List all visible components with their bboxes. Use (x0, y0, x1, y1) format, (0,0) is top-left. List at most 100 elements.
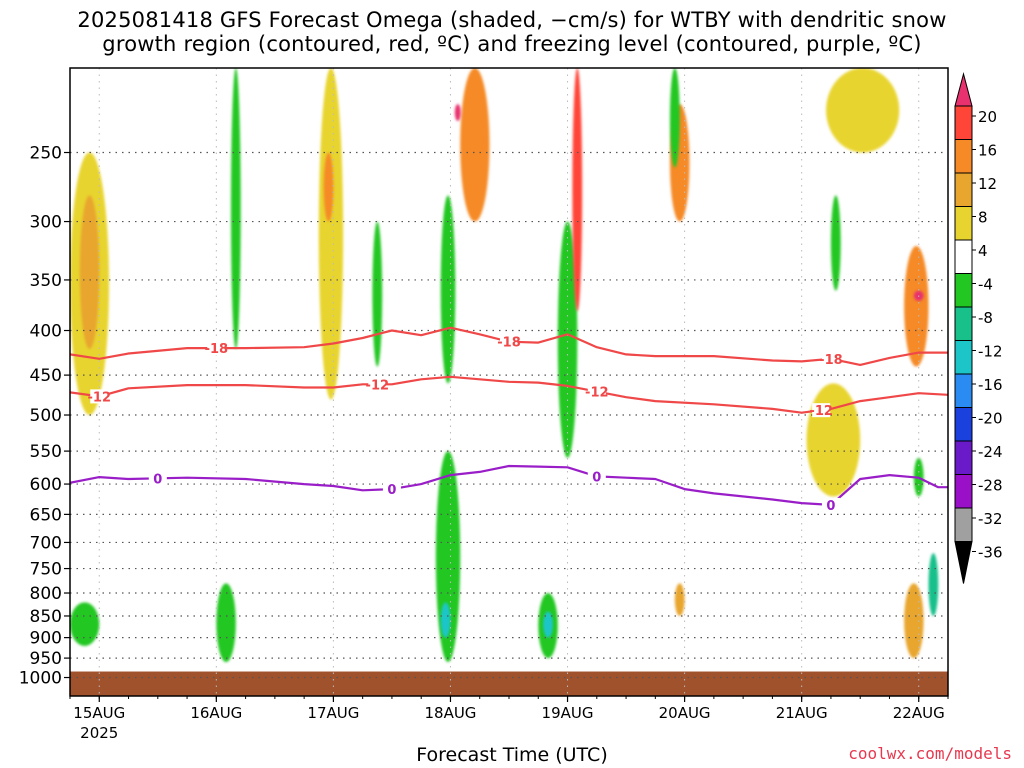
colorbar-label: -32 (978, 510, 1003, 528)
colorbar-label: -4 (978, 276, 993, 294)
y-tick-label: 450 (30, 366, 62, 386)
contour-label-bg (500, 334, 518, 349)
x-tick-sublabel: 2025 (80, 724, 118, 742)
colorbar-swatch (954, 206, 973, 241)
omega-cell-descent (372, 221, 383, 367)
y-tick-label: 800 (30, 584, 62, 604)
x-tick-label: 20AUG (659, 704, 711, 722)
contours: -18 -18 -18 -12 -12 -12 -12 0 0 0 0 (70, 326, 948, 514)
omega-cell-ascent (674, 583, 685, 616)
contour-label-bg (148, 471, 167, 486)
x-axis-title: Forecast Time (UTC) (416, 744, 608, 766)
colorbar-swatch (954, 306, 973, 341)
chart-title-line2: growth region (contoured, red, ºC) and f… (102, 32, 922, 56)
omega-cell-descent (230, 68, 241, 349)
colorbar-label: -20 (978, 410, 1003, 428)
y-tick-label: 350 (30, 271, 62, 291)
colorbar-label: 4 (978, 242, 988, 260)
colorbar-label: -28 (978, 477, 1003, 495)
contour-label: 0 (153, 472, 162, 487)
omega-cell-descent (70, 602, 100, 646)
y-tick-label: 950 (30, 649, 62, 669)
omega-cell-ascent (454, 104, 461, 121)
contour-label-bg (821, 497, 840, 512)
contour-label: 0 (387, 483, 396, 498)
x-tick-label: 18AUG (424, 704, 476, 722)
contour-label-bg (821, 351, 840, 366)
colorbar-swatch (954, 440, 973, 475)
y-tick-label: 700 (30, 533, 62, 553)
contour-label-bg (368, 377, 387, 392)
omega-cell-ascent (904, 245, 929, 367)
y-tick-label: 850 (30, 607, 62, 627)
y-tick-label: 550 (30, 442, 62, 462)
x-tick-label: 22AUG (893, 704, 945, 722)
omega-cell-descent (543, 611, 553, 638)
contour-label-bg (90, 389, 109, 404)
contour-label: -18 (819, 353, 843, 368)
y-tick-label: 900 (30, 629, 62, 649)
chart-title-line1: 2025081418 GFS Forecast Omega (shaded, −… (77, 8, 947, 32)
colorbar-label: -16 (978, 376, 1003, 394)
x-tick-label: 21AUG (776, 704, 828, 722)
colorbar-swatch (954, 239, 973, 274)
y-tick-label: 500 (30, 406, 62, 426)
colorbar-swatch (954, 139, 973, 174)
x-tick-label: 19AUG (542, 704, 594, 722)
omega-cell-descent (669, 68, 680, 168)
omega-shading (70, 68, 939, 663)
colorbar-swatch (954, 273, 973, 308)
contour-label: -18 (205, 342, 229, 357)
contour-label-bg (207, 341, 226, 356)
y-tick-label: 250 (30, 144, 62, 164)
omega-cell-descent (557, 221, 578, 458)
x-tick-label: 16AUG (190, 704, 242, 722)
y-tick-label: 1000 (19, 669, 62, 689)
ground-fill (70, 671, 948, 696)
source-credit[interactable]: coolwx.com/models (848, 744, 1012, 763)
colorbar-swatch (954, 474, 973, 509)
x-tick-label: 15AUG (73, 704, 125, 722)
omega-cell-descent (440, 602, 451, 638)
colorbar-label: -8 (978, 309, 993, 327)
y-tick-label: 300 (30, 213, 62, 233)
contour-line (70, 464, 948, 506)
contour-label: -12 (366, 378, 390, 393)
omega-cell-descent (928, 553, 939, 616)
y-tick-label: 750 (30, 560, 62, 580)
contour-label: 0 (826, 499, 835, 514)
colorbar-swatch (954, 105, 973, 140)
y-tick-label: 400 (30, 322, 62, 342)
colorbar-swatch (954, 340, 973, 375)
grid-lines (70, 68, 948, 696)
contour-label-bg (587, 469, 606, 484)
colorbar-label: -12 (978, 343, 1003, 361)
contour-label-bg (812, 403, 831, 418)
colorbar-label: -36 (978, 544, 1003, 562)
omega-cell-ascent (806, 383, 861, 497)
omega-cell-descent (830, 195, 841, 291)
contour-label: -12 (809, 404, 833, 419)
colorbar-swatch (954, 507, 973, 542)
omega-cell-descent (440, 195, 456, 384)
colorbar-label: 12 (978, 175, 997, 193)
omega-cell-ascent (904, 583, 924, 659)
ground-layer (70, 671, 948, 696)
colorbar-label: 8 (978, 209, 988, 227)
colorbar-bottom-arrow (954, 541, 973, 584)
colorbar: 20 16 12 8 4 -4 -8 -12 -16 -20 -24 -28 -32 -36 (954, 72, 1003, 584)
omega-cell-ascent (826, 68, 900, 153)
contour-label: -12 (88, 390, 112, 405)
omega-cell-ascent (79, 195, 100, 349)
colorbar-swatch (954, 407, 973, 442)
colorbar-top-arrow (954, 72, 973, 107)
contour-label: 0 (592, 470, 601, 485)
contour-label: -12 (585, 386, 609, 401)
contour-label-bg (382, 482, 401, 497)
contour-label-bg (587, 384, 606, 399)
colorbar-swatch (954, 373, 973, 408)
omega-cell-descent (216, 583, 236, 663)
x-tick-label: 17AUG (307, 704, 359, 722)
axes: 2503003504004505005506006507007508008509… (19, 67, 949, 742)
